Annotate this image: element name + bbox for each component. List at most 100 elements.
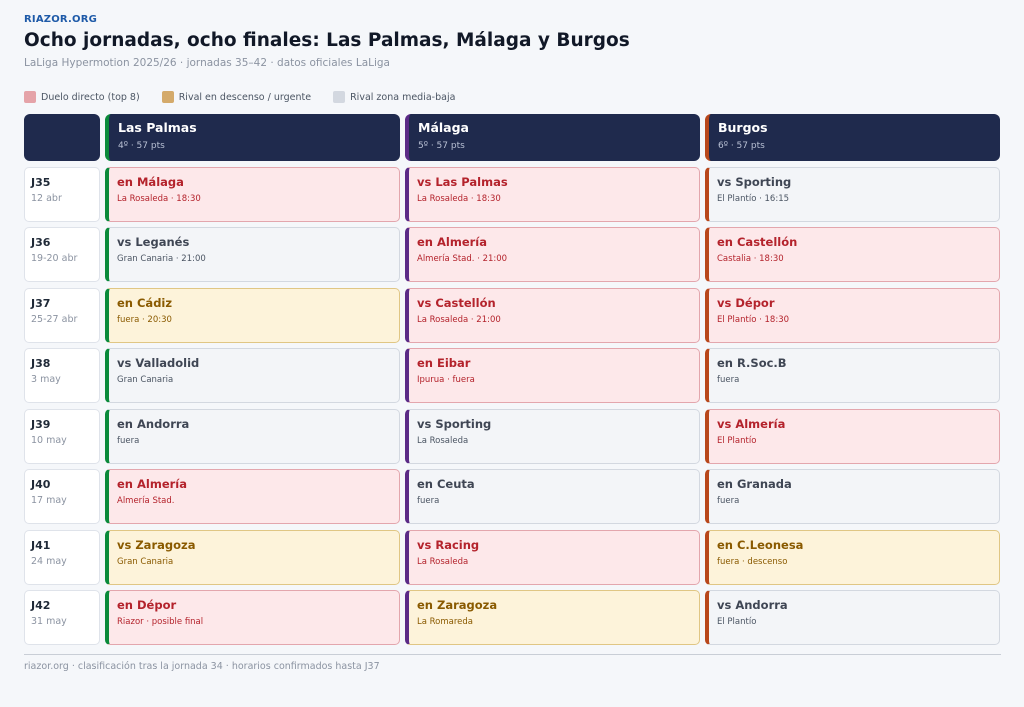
fixture-venue: El Plantío · 18:30 xyxy=(717,314,790,325)
fixture-cell[interactable]: en Dépor Riazor · posible final xyxy=(105,590,400,645)
round-date: 3 may xyxy=(31,374,61,385)
round-date: 19-20 abr xyxy=(31,253,78,264)
fixture-cell[interactable]: en C.Leonesa fuera · descenso xyxy=(705,529,1000,585)
fixtures-grid: Las Palmas 4º · 57 pts Málaga 5º · 57 pt… xyxy=(24,114,1000,645)
fixture-venue: Ipurua · fuera xyxy=(417,375,475,385)
fixture-cell[interactable]: en R.Soc.B fuera xyxy=(705,348,1000,403)
team-standing: 6º · 57 pts xyxy=(718,141,765,151)
fixture-opponent: en Almería xyxy=(117,477,187,491)
fixture-opponent: vs Dépor xyxy=(717,295,775,310)
fixture-venue: La Rosaleda · 18:30 xyxy=(417,193,501,204)
fixture-cell[interactable]: vs Valladolid Gran Canaria xyxy=(105,348,400,403)
fixture-opponent: vs Sporting xyxy=(417,416,492,431)
fixture-opponent: vs Leganés xyxy=(117,235,190,249)
legend-item-urgent: Rival en descenso / urgente xyxy=(161,91,312,103)
legend-label: Rival zona media-baja xyxy=(350,91,456,103)
fixture-venue: El Plantío xyxy=(717,617,757,627)
fixture-cell[interactable]: en Andorra fuera xyxy=(105,408,400,464)
fixture-opponent: en Castellón xyxy=(717,235,798,249)
fixture-opponent: en C.Leonesa xyxy=(717,537,804,552)
footer-divider xyxy=(24,654,1001,655)
round-id: J37 xyxy=(31,296,51,310)
round-label: J40 17 may xyxy=(24,469,100,524)
fixture-cell[interactable]: vs Almería El Plantío xyxy=(705,408,1000,464)
fixture-venue: fuera · descenso xyxy=(717,556,788,567)
legend-item-direct: Duelo directo (top 8) xyxy=(24,91,140,103)
round-label: J35 12 abr xyxy=(24,166,100,222)
fixture-opponent: vs Castellón xyxy=(417,295,496,310)
fixture-opponent: en Granada xyxy=(717,477,792,491)
fixture-venue: El Plantío · 16:15 xyxy=(717,193,790,204)
round-date: 31 may xyxy=(31,616,67,627)
fixture-venue: La Romareda xyxy=(417,617,474,627)
round-date: 10 may xyxy=(31,434,67,446)
round-id: J38 xyxy=(31,357,51,370)
round-label: J36 19-20 abr xyxy=(24,227,100,282)
fixture-opponent: vs Almería xyxy=(717,416,786,431)
fixture-cell[interactable]: en Málaga La Rosaleda · 18:30 xyxy=(105,166,400,222)
legend-swatch-mid xyxy=(333,91,346,103)
round-label: J41 24 may xyxy=(24,529,100,585)
fixture-cell[interactable]: vs Zaragoza Gran Canaria xyxy=(105,529,400,585)
fixture-cell[interactable]: vs Sporting La Rosaleda xyxy=(405,408,700,464)
fixture-venue: El Plantío xyxy=(717,435,757,446)
legend: Duelo directo (top 8) Rival en descenso … xyxy=(24,91,455,103)
fixture-venue: La Rosaleda · 18:30 xyxy=(117,193,201,204)
team-header-malaga: Málaga 5º · 57 pts xyxy=(405,114,700,161)
page-subtitle: LaLiga Hypermotion 2025/26 · jornadas 35… xyxy=(24,57,390,69)
fixture-cell[interactable]: en Almería Almería Stad. · 21:00 xyxy=(405,227,700,282)
fixture-cell[interactable]: vs Leganés Gran Canaria · 21:00 xyxy=(105,227,400,282)
fixture-opponent: vs Las Palmas xyxy=(417,174,508,189)
fixture-venue: La Rosaleda · 21:00 xyxy=(417,314,501,325)
fixture-cell[interactable]: en Zaragoza La Romareda xyxy=(405,590,700,645)
round-id: J41 xyxy=(31,538,51,552)
fixture-opponent: en Almería xyxy=(417,235,487,249)
fixture-opponent: vs Sporting xyxy=(717,174,792,189)
fixture-opponent: vs Zaragoza xyxy=(117,537,196,552)
fixture-opponent: vs Racing xyxy=(417,537,480,552)
team-name: Las Palmas xyxy=(118,120,197,135)
site-brand[interactable]: RIAZOR.ORG xyxy=(24,14,98,25)
header-corner xyxy=(24,114,100,161)
team-name: Burgos xyxy=(718,120,768,135)
fixture-cell[interactable]: vs Castellón La Rosaleda · 21:00 xyxy=(405,287,700,343)
fixture-opponent: en R.Soc.B xyxy=(717,356,787,370)
fixture-cell[interactable]: en Almería Almería Stad. xyxy=(105,469,400,524)
round-date: 25-27 abr xyxy=(31,313,78,325)
fixture-cell[interactable]: en Eibar Ipurua · fuera xyxy=(405,348,700,403)
fixture-cell[interactable]: vs Las Palmas La Rosaleda · 18:30 xyxy=(405,166,700,222)
fixture-opponent: en Dépor xyxy=(117,598,177,612)
fixture-opponent: en Andorra xyxy=(117,416,190,431)
team-name: Málaga xyxy=(418,120,469,135)
round-date: 24 may xyxy=(31,555,67,567)
fixture-cell[interactable]: en Ceuta fuera xyxy=(405,469,700,524)
fixture-cell[interactable]: vs Racing La Rosaleda xyxy=(405,529,700,585)
legend-swatch-direct xyxy=(24,91,36,103)
round-id: J42 xyxy=(31,599,51,612)
round-date: 17 may xyxy=(31,495,67,506)
legend-swatch-urgent xyxy=(161,91,174,103)
fixture-venue: Almería Stad. xyxy=(117,496,175,506)
fixture-venue: Castalia · 18:30 xyxy=(717,254,784,264)
fixture-venue: Gran Canaria · 21:00 xyxy=(117,254,206,264)
fixture-cell[interactable]: en Castellón Castalia · 18:30 xyxy=(705,227,1000,282)
round-label: J42 31 may xyxy=(24,590,100,645)
fixture-opponent: en Zaragoza xyxy=(417,598,498,612)
team-standing: 5º · 57 pts xyxy=(418,141,465,151)
fixture-cell[interactable]: vs Sporting El Plantío · 16:15 xyxy=(705,166,1000,222)
round-label: J38 3 may xyxy=(24,348,100,403)
fixture-cell[interactable]: vs Andorra El Plantío xyxy=(705,590,1000,645)
round-date: 12 abr xyxy=(31,192,62,204)
team-header-las-palmas: Las Palmas 4º · 57 pts xyxy=(105,114,400,161)
fixture-venue: Almería Stad. · 21:00 xyxy=(417,254,508,264)
round-id: J39 xyxy=(31,417,51,431)
fixture-venue: Gran Canaria xyxy=(117,556,174,567)
fixture-cell[interactable]: vs Dépor El Plantío · 18:30 xyxy=(705,287,1000,343)
fixture-cell[interactable]: en Granada fuera xyxy=(705,469,1000,524)
fixture-cell[interactable]: en Cádiz fuera · 20:30 xyxy=(105,287,400,343)
fixture-venue: fuera xyxy=(717,375,740,385)
round-id: J36 xyxy=(31,236,51,249)
legend-label: Rival en descenso / urgente xyxy=(178,91,312,103)
fixture-opponent: vs Valladolid xyxy=(117,356,200,370)
fixture-opponent: en Málaga xyxy=(117,174,184,189)
